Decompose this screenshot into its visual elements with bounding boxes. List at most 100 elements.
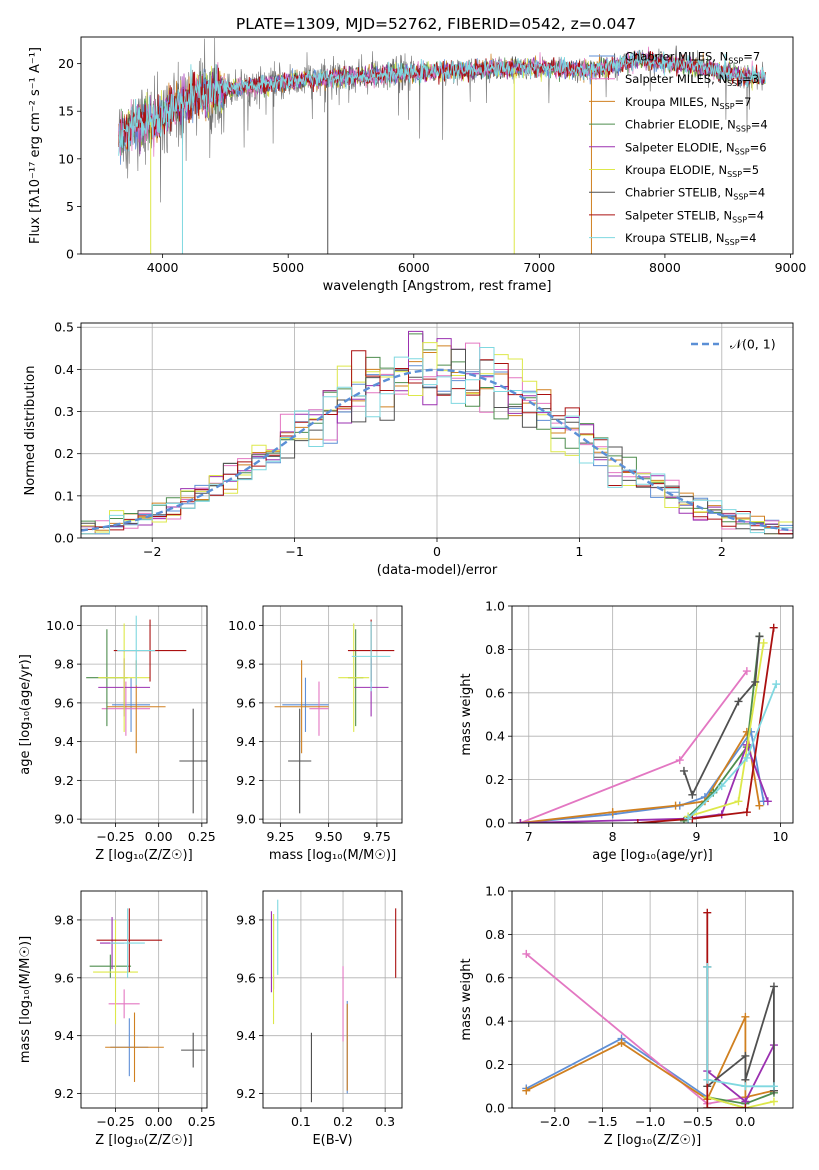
age-vs-metallicity-panel: −0.25 0.00 0.25 9.0 9.2 9.4 9.6 9.8 10.0 Z [log₁₀… [18,605,216,863]
weight-marker [703,1075,712,1084]
mass-vs-ebv-panel: 0.1 0.2 0.3 9.2 9.4 9.6 9.8 E(B-V) [236,890,403,1148]
spectrum-legend: Chabrier MILES, NSSP=7 Salpeter MILES, N S… [589,50,768,247]
weight-marker [751,677,760,686]
plot-area [118,37,766,254]
legend-entry-name: Salpeter MILES, N [625,72,727,86]
legend-entry-count: =3 [742,72,759,86]
spectrum-panel: 4000 5000 6000 7000 8000 9000 0 5 10 15 20 waveleng… [28,36,807,294]
y-tick-label: 0.2 [54,446,74,461]
legend-entry: Salpeter ELODIE, NSSP=6 [625,140,767,156]
x-tick-label: −2.0 [540,1114,570,1129]
residuals-panel: −2 −1 0 1 2 0.0 0.1 0.2 0.3 0.4 0.5 (data-model)/er… [23,320,794,578]
legend-entry-count: =4 [740,231,757,245]
residual-histogram [81,342,793,535]
y-tick-label: 0.6 [485,685,505,700]
x-tick-label: −1.0 [635,1114,665,1129]
x-tick-label: 4000 [147,260,179,275]
x-tick-label: 0.2 [333,1114,353,1129]
y-tick-label: 9.2 [236,1086,256,1101]
x-tick-label: −1.5 [587,1114,617,1129]
x-tick-label: 9000 [775,260,807,275]
axes-frame [262,605,403,824]
x-axis-label: Z [log₁₀(Z/Z☉)] [95,1133,192,1148]
figure-title: PLATE=1309, MJD=52762, FIBERID=0542, z=0… [236,15,636,33]
axes-frame [511,605,794,824]
weight-marker [617,1038,626,1047]
y-axis-label: mass weight [459,958,474,1040]
weight-marker [769,623,778,632]
x-axis-label: E(B-V) [312,1133,352,1148]
x-tick-label: 10 [772,829,788,844]
weight-marker [734,797,743,806]
y-tick-label: 9.4 [236,1028,256,1043]
y-tick-label: 20 [58,56,74,71]
axes-frame [80,36,794,255]
weight-marker [717,782,726,791]
weight-vs-age-panel: 7 8 9 10 0.0 0.2 0.4 0.6 0.8 1.0 age [log₁₀(age/yr… [459,599,794,863]
legend-entry-name: Chabrier ELODIE, N [625,118,736,132]
y-tick-label: 0.2 [485,772,505,787]
weight-marker [679,766,688,775]
weight-line [706,967,774,1088]
plot-area [81,330,793,535]
x-axis-label: wavelength [Angstrom, rest frame] [323,279,552,294]
legend-entry: Chabrier STELIB, NSSP=4 [625,186,765,202]
legend-entry: Kroupa ELODIE, NSSP=5 [625,163,759,179]
axes-frame [80,322,794,539]
axes-frame [80,890,208,1109]
legend-entry-name: Kroupa MILES, N [625,95,720,109]
weight-marker [742,667,751,676]
weight-marker [633,819,642,823]
legend-entry: Chabrier ELODIE, NSSP=4 [625,118,768,134]
x-tick-label: 8 [609,829,617,844]
x-tick-label: −0.25 [96,829,134,844]
weight-line [683,636,761,798]
legend-entry: 𝒩(0, 1) [730,337,776,352]
x-tick-label: 6000 [398,260,430,275]
y-tick-label: 9.8 [54,912,74,927]
legend-entry-name: Kroupa STELIB, N [625,231,725,245]
y-tick-label: 9.0 [54,812,74,827]
x-tick-label: −0.25 [96,1114,134,1129]
legend-entry-subscript: SSP [736,125,751,134]
y-tick-label: 1.0 [485,599,505,614]
weight-marker [703,962,712,971]
x-tick-label: 7000 [523,260,555,275]
legend-entry-subscript: SSP [733,193,748,202]
legend-entry: Chabrier MILES, NSSP=7 [625,50,760,66]
x-tick-label: 0.25 [188,829,216,844]
weight-marker [741,1012,750,1021]
x-tick-label: 9.25 [266,829,294,844]
y-tick-label: 0.1 [54,488,74,503]
y-tick-label: 9.8 [236,912,256,927]
plot-area [274,619,395,814]
y-tick-label: 0.0 [485,816,505,831]
weight-line [687,683,778,820]
legend-entry-count: =4 [751,118,768,132]
weight-marker [763,797,772,806]
legend-entry-count: =4 [747,208,764,222]
y-tick-label: 9.6 [236,695,256,710]
x-axis-label: (data-model)/error [377,563,498,578]
y-tick-label: 1.0 [485,884,505,899]
residual-histogram [81,347,793,535]
y-tick-label: 0.4 [485,1014,505,1029]
legend-entry-subscript: SSP [725,238,740,247]
weight-marker [742,808,751,817]
weight-line [687,642,765,818]
y-tick-label: 0.0 [54,531,74,546]
y-axis-label: Flux [fλ10⁻¹⁷ erg cm⁻² s⁻¹ A⁻¹] [28,47,43,244]
y-tick-label: 9.6 [54,695,74,710]
plot-area [522,908,778,1108]
legend-entry-count: =4 [748,186,765,200]
x-tick-label: 8000 [649,260,681,275]
weight-marker [703,1104,712,1108]
weight-marker [516,819,525,823]
legend-entry-count: =6 [750,140,767,154]
legend-entry: Kroupa MILES, NSSP=7 [625,95,751,111]
legend-entry-count: =7 [735,95,752,109]
normal-curve [81,368,793,532]
legend-entry-subscript: SSP [720,102,735,111]
legend-entry-subscript: SSP [727,170,742,179]
x-tick-label: 2 [718,544,726,559]
